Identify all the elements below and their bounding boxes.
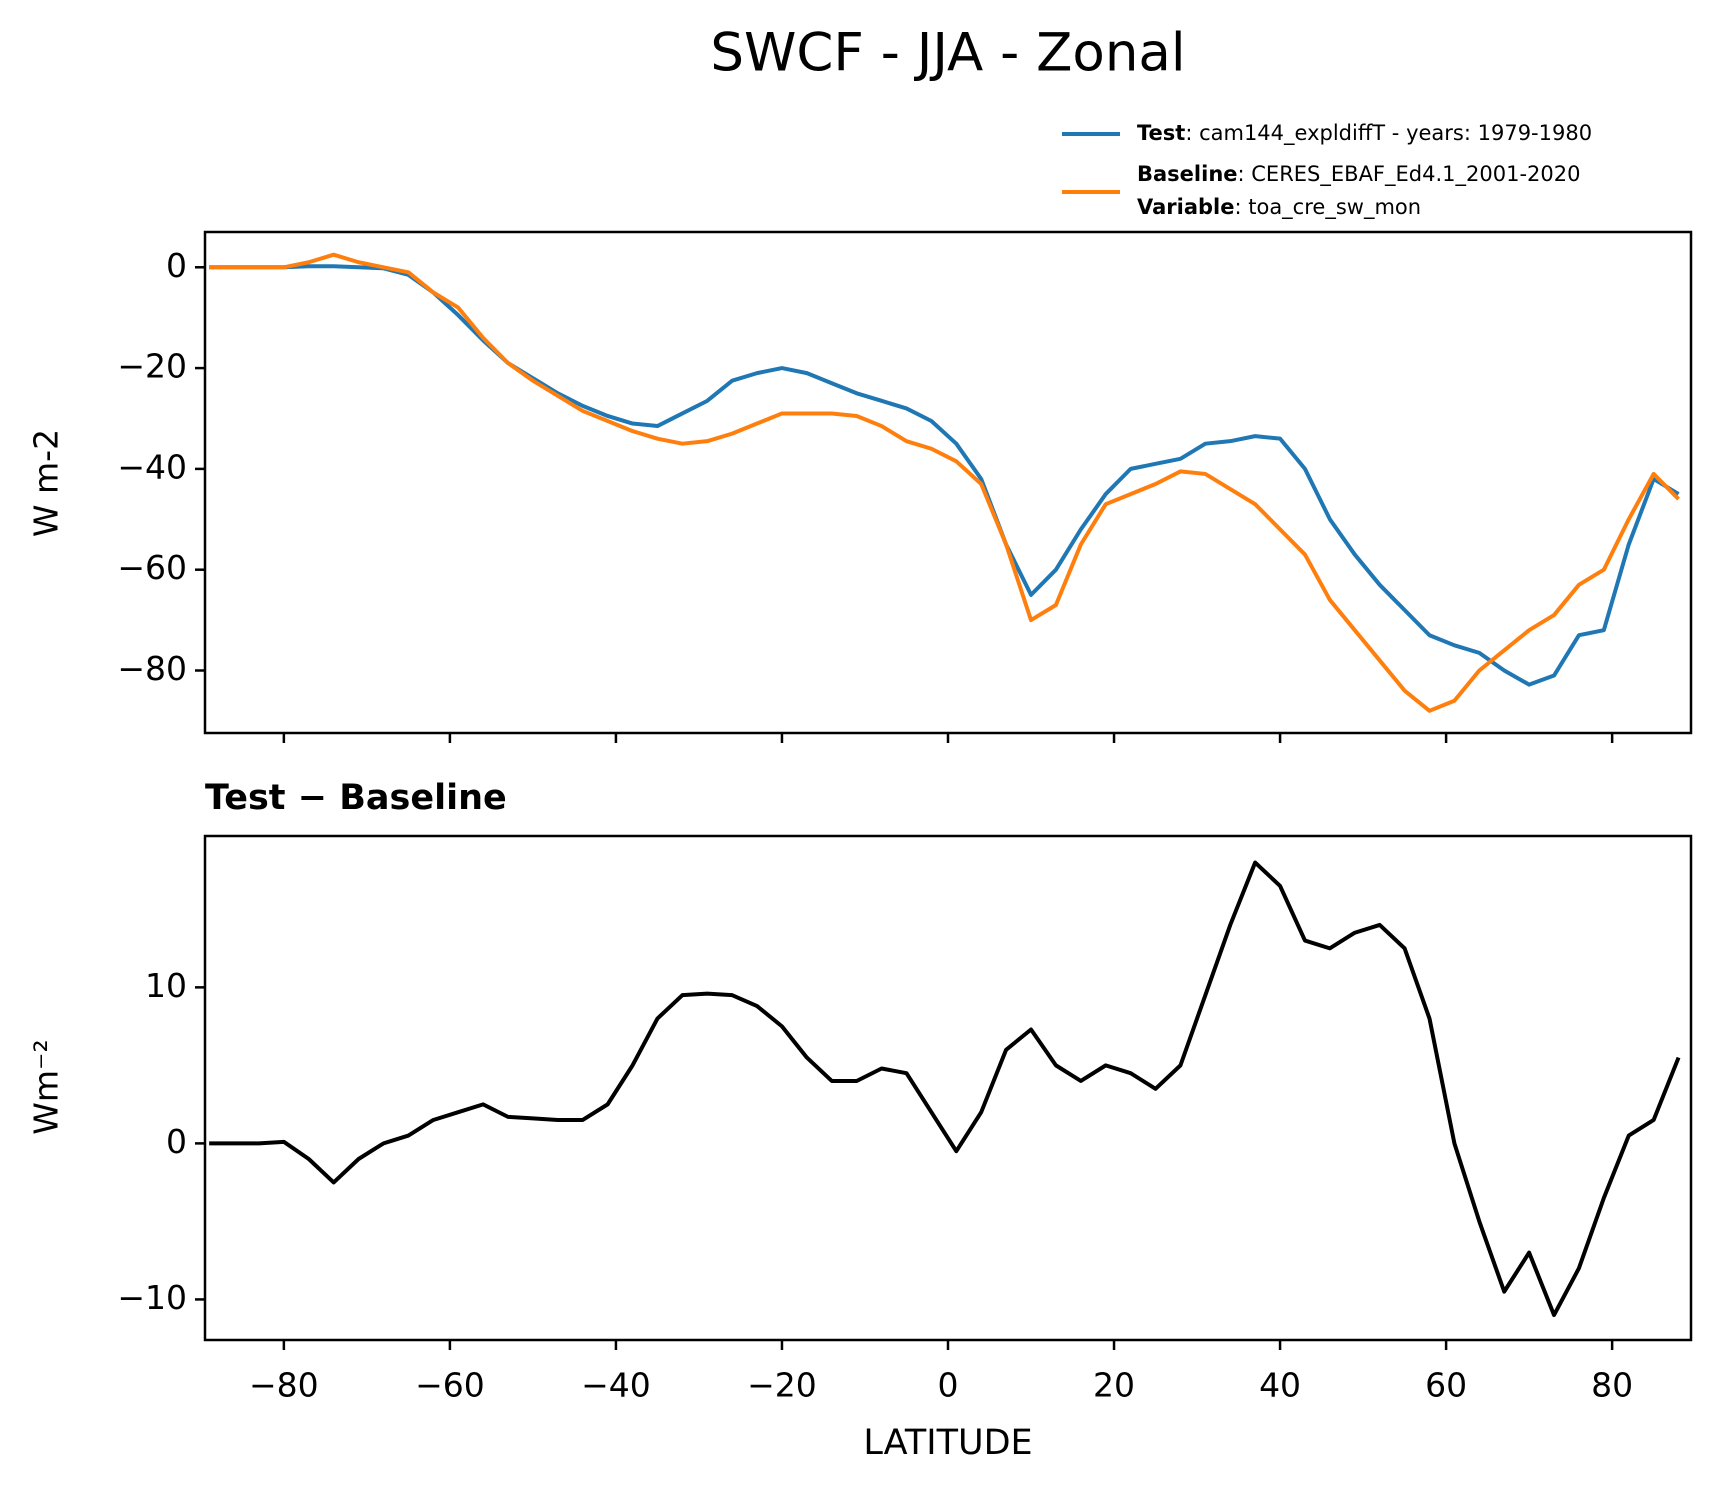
data-line (209, 264, 1680, 687)
legend-entry: Variable: toa_cre_sw_mon (1137, 195, 1421, 220)
x-tick-label: −60 (415, 1366, 485, 1405)
y-axis-label: W m-2 (27, 429, 66, 537)
x-tick-label: 20 (1093, 1366, 1135, 1405)
data-line (209, 252, 1680, 713)
legend-name: Variable (1137, 195, 1234, 219)
x-tick-label: 40 (1259, 1366, 1301, 1405)
legend-name: Baseline (1137, 162, 1238, 186)
legend-text: : CERES_EBAF_Ed4.1_2001-2020 (1238, 162, 1581, 187)
y-tick-label: −80 (117, 649, 187, 688)
y-tick-label: 10 (145, 966, 187, 1005)
y-tick-label: 0 (166, 246, 187, 285)
y-tick-label: −40 (117, 447, 187, 486)
x-tick-label: 0 (938, 1366, 959, 1405)
x-tick-label: −40 (581, 1366, 651, 1405)
x-tick-label: 80 (1591, 1366, 1633, 1405)
legend-entry: Test: cam144_expldiffT - years: 1979-198… (1137, 121, 1592, 146)
y-tick-label: −20 (117, 347, 187, 386)
x-tick-label: 60 (1425, 1366, 1467, 1405)
y-tick-label: −60 (117, 548, 187, 587)
figure-title: SWCF - JJA - Zonal (710, 23, 1185, 84)
data-line (209, 860, 1681, 1318)
y-axis-label: Wm⁻² (27, 1039, 66, 1134)
x-tick-label: −80 (249, 1366, 319, 1405)
panel-title: Test − Baseline (205, 778, 507, 818)
legend-text: : cam144_expldiffT - years: 1979-1980 (1185, 121, 1592, 146)
x-tick-label: −20 (747, 1366, 817, 1405)
axes-frame (203, 230, 1693, 735)
y-tick-label: −10 (117, 1278, 187, 1317)
axes-frame (203, 834, 1693, 1342)
legend: Test: cam144_expldiffT - years: 1979-198… (1062, 121, 1592, 220)
x-axis-label: LATITUDE (863, 1423, 1032, 1463)
legend-entry: Baseline: CERES_EBAF_Ed4.1_2001-2020 (1137, 162, 1580, 187)
y-tick-label: 0 (166, 1122, 187, 1161)
legend-text: : toa_cre_sw_mon (1234, 195, 1421, 220)
legend-name: Test (1137, 121, 1185, 145)
